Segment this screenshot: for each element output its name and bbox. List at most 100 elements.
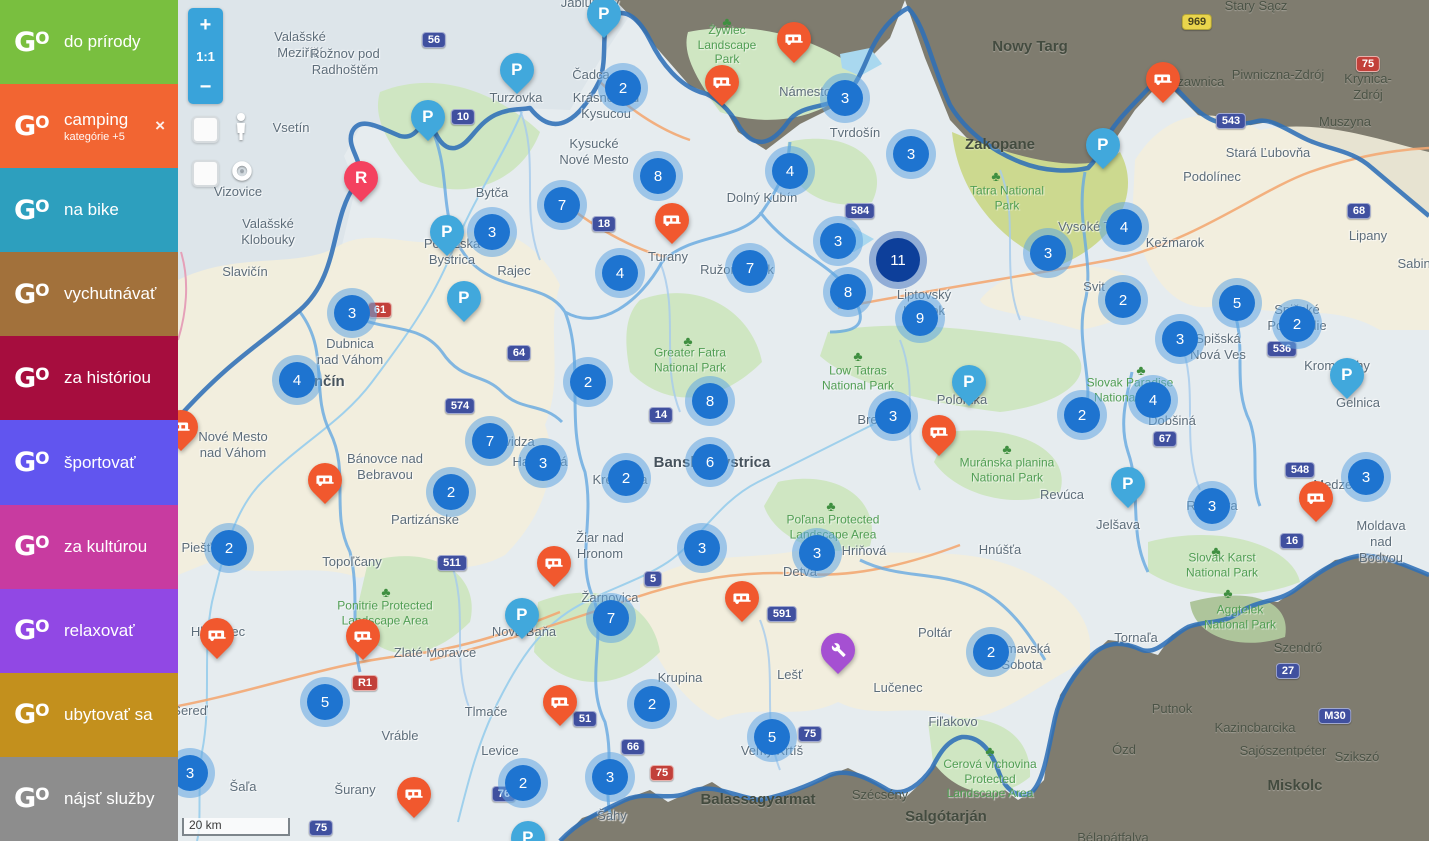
sidebar-item-ubytovat-sa[interactable]: GO ubytovať sa: [0, 672, 178, 757]
marker-cluster[interactable]: 4: [1106, 209, 1142, 245]
marker-cluster[interactable]: 3: [334, 295, 370, 331]
place-label: Krynica-Zdrój: [1344, 71, 1392, 102]
camping-pin[interactable]: [1291, 473, 1341, 523]
road-shield: 51: [572, 711, 598, 727]
marker-cluster[interactable]: 6: [692, 444, 728, 480]
camping-pin[interactable]: [914, 407, 964, 457]
marker-cluster[interactable]: 5: [754, 719, 790, 755]
marker-cluster[interactable]: 2: [1064, 397, 1100, 433]
marker-cluster[interactable]: 8: [830, 274, 866, 310]
sidebar-item-camping[interactable]: GO camping kategórie +5 ×: [0, 84, 178, 169]
place-label: Szikszó: [1334, 749, 1380, 765]
sidebar-item-za-kulturou[interactable]: GO za kultúrou: [0, 504, 178, 589]
camping-pin[interactable]: [535, 677, 585, 727]
sidebar-item-na-bike[interactable]: GO na bike: [0, 168, 178, 253]
marker-cluster[interactable]: 8: [640, 158, 676, 194]
parking-pin[interactable]: P: [403, 92, 453, 142]
camping-pin[interactable]: [192, 610, 242, 660]
zoom-out-button[interactable]: −: [199, 76, 212, 98]
marker-cluster[interactable]: 2: [433, 474, 469, 510]
marker-cluster[interactable]: 2: [211, 530, 247, 566]
marker-cluster[interactable]: 11: [876, 238, 920, 282]
marker-cluster[interactable]: 4: [1135, 382, 1171, 418]
parking-pin[interactable]: P: [1103, 459, 1153, 509]
marker-cluster[interactable]: 3: [875, 398, 911, 434]
service-pin[interactable]: [813, 625, 863, 675]
camping-pin[interactable]: [389, 769, 439, 819]
camping-pin[interactable]: [529, 538, 579, 588]
sidebar-item-relaxovat[interactable]: GO relaxovať: [0, 588, 178, 673]
camping-pin[interactable]: [717, 573, 767, 623]
tree-icon: ♣: [1223, 585, 1233, 601]
marker-cluster[interactable]: 5: [307, 684, 343, 720]
locate-layer-checkbox[interactable]: [192, 159, 219, 187]
marker-cluster[interactable]: 3: [799, 535, 835, 571]
pedestrian-layer-checkbox[interactable]: [192, 115, 219, 143]
camping-pin[interactable]: [647, 195, 697, 245]
parking-pin[interactable]: P: [1078, 120, 1128, 170]
place-label: Piwniczna-Zdrój: [1231, 67, 1325, 83]
sidebar-item-sportovat[interactable]: GO športovať: [0, 420, 178, 505]
marker-cluster[interactable]: 9: [902, 300, 938, 336]
marker-cluster[interactable]: 3: [1030, 235, 1066, 271]
place-label: Valašské Klobouky: [241, 216, 295, 247]
camping-pin[interactable]: [697, 57, 747, 107]
marker-cluster[interactable]: 8: [692, 383, 728, 419]
camping-pin[interactable]: [338, 611, 388, 661]
marker-cluster[interactable]: 3: [592, 759, 628, 795]
place-label: Tlmače: [464, 704, 508, 720]
map-canvas[interactable]: Valašské Meziříčí Rožnov pod Radhoštěm Vse…: [178, 0, 1429, 841]
marker-cluster[interactable]: 2: [973, 634, 1009, 670]
camping-pin[interactable]: [1138, 54, 1188, 104]
marker-cluster[interactable]: 2: [634, 686, 670, 722]
road-shield: 969: [1181, 14, 1213, 30]
marker-cluster[interactable]: 3: [820, 223, 856, 259]
marker-cluster[interactable]: 5: [1219, 285, 1255, 321]
marker-cluster[interactable]: 3: [1348, 459, 1384, 495]
marker-cluster[interactable]: 7: [593, 600, 629, 636]
marker-cluster[interactable]: 2: [605, 70, 641, 106]
parking-pin[interactable]: P: [579, 0, 629, 39]
parking-pin[interactable]: P: [944, 357, 994, 407]
marker-cluster[interactable]: 7: [732, 250, 768, 286]
marker-cluster[interactable]: 2: [570, 364, 606, 400]
parking-pin[interactable]: P: [1322, 350, 1372, 400]
place-label: Dolný Kubín: [726, 190, 798, 206]
camping-pin[interactable]: [769, 14, 819, 64]
place-label: Ózd: [1112, 742, 1136, 758]
marker-cluster[interactable]: 7: [472, 423, 508, 459]
zoom-scale-button[interactable]: 1:1: [196, 48, 215, 64]
marker-cluster[interactable]: 3: [684, 530, 720, 566]
parking-pin[interactable]: P: [492, 45, 542, 95]
zoom-in-button[interactable]: +: [199, 14, 212, 36]
parking-pin[interactable]: P: [422, 207, 472, 257]
marker-cluster[interactable]: 2: [1279, 306, 1315, 342]
toggle-row-locate: [192, 158, 254, 188]
marker-cluster[interactable]: 3: [1194, 488, 1230, 524]
sidebar-item-do-prirody[interactable]: GO do prírody: [0, 0, 178, 85]
marker-cluster[interactable]: 2: [1105, 282, 1141, 318]
marker-cluster[interactable]: 3: [474, 214, 510, 250]
sidebar-item-za-historiou[interactable]: GO za históriou: [0, 336, 178, 421]
marker-cluster[interactable]: 2: [505, 765, 541, 801]
parking-pin[interactable]: P: [503, 813, 553, 841]
marker-cluster[interactable]: 2: [608, 460, 644, 496]
marker-cluster[interactable]: 3: [893, 136, 929, 172]
marker-cluster[interactable]: 4: [772, 153, 808, 189]
marker-cluster[interactable]: 3: [525, 445, 561, 481]
marker-cluster[interactable]: 4: [602, 255, 638, 291]
marker-cluster[interactable]: 3: [827, 80, 863, 116]
marker-cluster[interactable]: 7: [544, 187, 580, 223]
road-shield: 16: [1279, 533, 1305, 549]
marker-cluster[interactable]: 3: [1162, 321, 1198, 357]
marker-cluster[interactable]: 3: [178, 755, 208, 791]
resort-pin[interactable]: R: [336, 153, 386, 203]
marker-cluster[interactable]: 4: [279, 362, 315, 398]
parking-pin[interactable]: P: [439, 273, 489, 323]
parking-pin[interactable]: P: [497, 590, 547, 640]
camping-pin[interactable]: [178, 402, 206, 452]
sidebar-item-vychutnavat[interactable]: GO vychutnávať: [0, 252, 178, 337]
sidebar-item-najst-sluzby[interactable]: GO nájsť služby: [0, 756, 178, 841]
camping-pin[interactable]: [300, 455, 350, 505]
close-icon[interactable]: ×: [155, 116, 165, 136]
